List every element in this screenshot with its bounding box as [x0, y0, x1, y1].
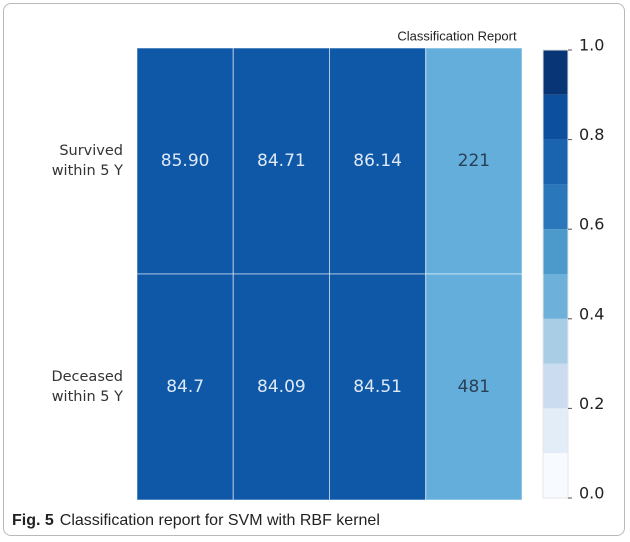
row-label: Deceased within 5 Y: [51, 369, 123, 405]
colorbar-border: [542, 49, 569, 499]
cell-label: 221: [458, 151, 490, 171]
cell-label: 84.71: [257, 151, 306, 171]
colorbar-step: [543, 363, 568, 409]
colorbar-tick-label: 0.6: [579, 215, 604, 234]
colorbar-step: [543, 229, 568, 274]
colorbar-step: [543, 453, 568, 498]
caption: Fig. 5 Classification report for SVM with…: [12, 512, 380, 530]
heatmap-cell: [136, 47, 234, 275]
cell-label: 84.51: [353, 377, 402, 397]
colorbar-tick-label: 0.0: [579, 484, 604, 503]
heatmap-cell: [329, 47, 427, 275]
cell-label: 481: [458, 377, 490, 397]
caption-label: Fig. 5: [12, 512, 54, 529]
colorbar-step: [543, 274, 568, 319]
colorbar-tick-label: 0.2: [579, 394, 604, 413]
colorbar-step: [543, 94, 568, 140]
heatmap-cell: [136, 273, 234, 501]
chart-title: Classification Report: [397, 28, 517, 43]
heatmap-cell: [232, 273, 330, 501]
colorbar-step: [543, 184, 568, 230]
colorbar-step: [543, 50, 568, 95]
colorbar-step: [543, 139, 568, 185]
cell-label: 86.14: [353, 151, 402, 171]
colorbar-tick-label: 0.8: [579, 125, 604, 144]
heatmap-cell: [232, 47, 330, 275]
cell-label: 84.7: [166, 377, 204, 397]
heatmap-cell: [425, 47, 523, 275]
colorbar-tick-label: 1.0: [579, 36, 604, 55]
heatmap-cell: [425, 273, 523, 501]
caption-text: Classification report for SVM with RBF k…: [59, 512, 380, 529]
cell-label: 85.90: [161, 151, 210, 171]
colorbar-step: [543, 318, 568, 364]
colorbar-tick-label: 0.4: [579, 304, 604, 323]
figure-frame: [3, 3, 625, 536]
row-label: Survived within 5 Y: [51, 143, 123, 179]
colorbar-step: [543, 408, 568, 454]
heatmap-cell: [329, 273, 427, 501]
cell-label: 84.09: [257, 377, 306, 397]
